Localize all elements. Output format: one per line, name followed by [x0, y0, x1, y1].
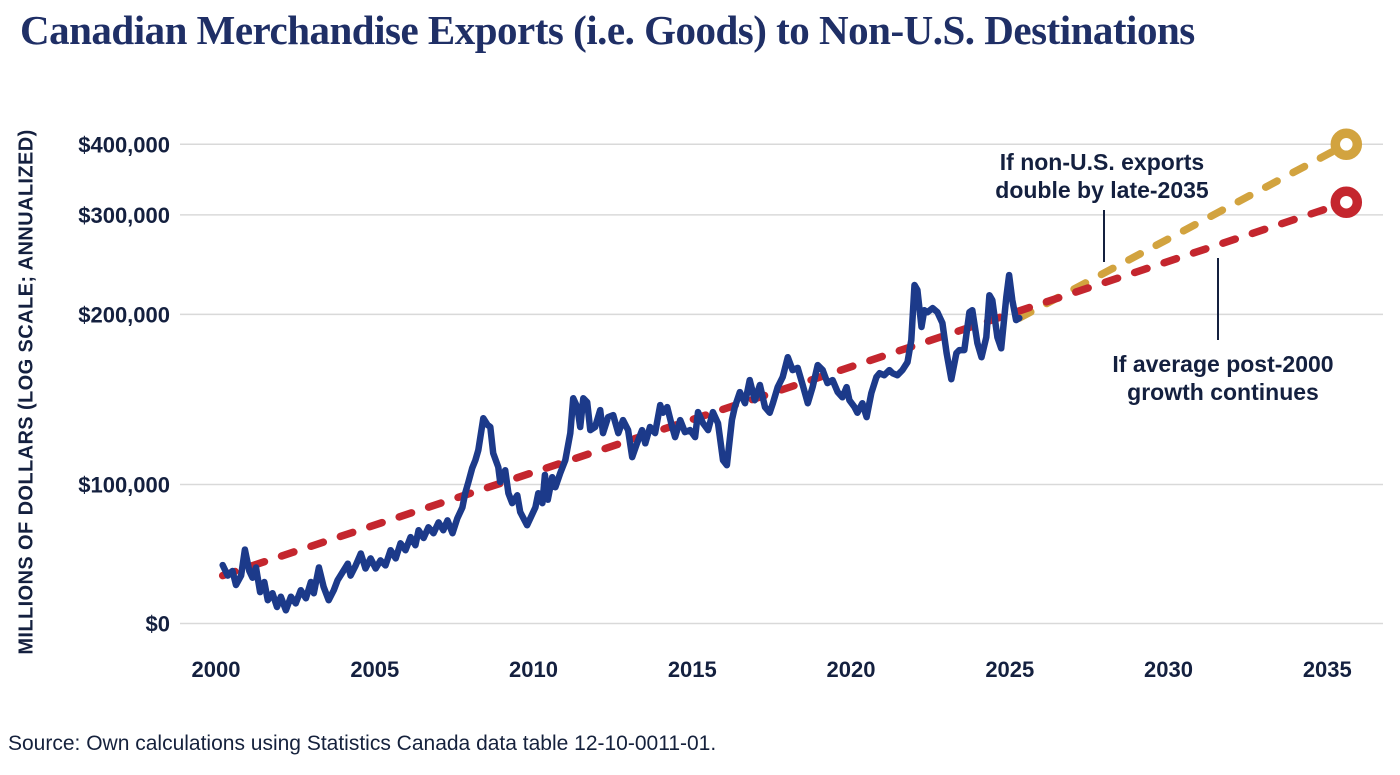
annotation-trend-growth: If average post-2000 growth continues — [1112, 350, 1333, 406]
y-tick-label-400000: $400,000 — [78, 132, 170, 157]
x-tick-label-2025: 2025 — [985, 657, 1034, 682]
y-axis-title: MILLIONS OF DOLLARS (LOG SCALE; ANNUALIZ… — [15, 129, 38, 655]
x-tick-label-2030: 2030 — [1144, 657, 1193, 682]
x-tick-label-2015: 2015 — [668, 657, 717, 682]
y-tick-label-200000: $200,000 — [78, 302, 170, 327]
y-tick-label-300000: $300,000 — [78, 203, 170, 228]
x-tick-label-2010: 2010 — [509, 657, 558, 682]
y-tick-label-100000: $100,000 — [78, 473, 170, 498]
annotation-double-by-2035: If non-U.S. exports double by late-2035 — [995, 148, 1208, 204]
y-tick-label-0: $0 — [146, 612, 170, 637]
x-tick-label-2000: 2000 — [192, 657, 241, 682]
annotation-double-line1: If non-U.S. exports — [999, 149, 1205, 175]
annotation-double-line2: double by late-2035 — [995, 177, 1209, 203]
series-line-actual-exports — [219, 271, 1023, 614]
x-tick-label-2035: 2035 — [1303, 657, 1352, 682]
annotation-trend-line2: growth continues — [1127, 379, 1319, 405]
x-tick-label-2005: 2005 — [350, 657, 399, 682]
series-line-post-2000-trend — [218, 198, 1351, 580]
end-marker-post-2000-trend — [1330, 186, 1363, 218]
x-tick-label-2020: 2020 — [827, 657, 876, 682]
chart-title: Canadian Merchandise Exports (i.e. Goods… — [20, 7, 1195, 53]
source-note: Source: Own calculations using Statistic… — [8, 732, 717, 755]
end-marker-double-by-2035 — [1330, 128, 1363, 161]
annotation-trend-line1: If average post-2000 — [1112, 351, 1334, 377]
